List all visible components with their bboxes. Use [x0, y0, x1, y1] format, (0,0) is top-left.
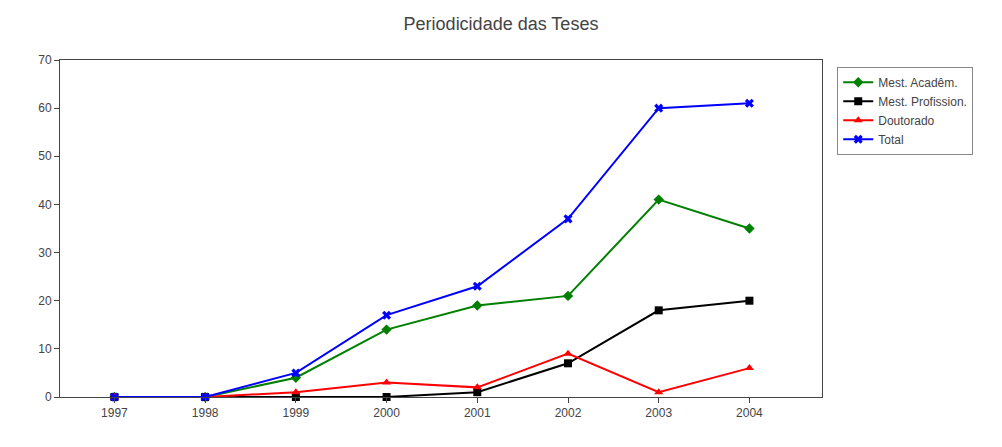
- svg-text:2001: 2001: [464, 406, 491, 420]
- svg-text:30: 30: [38, 246, 52, 260]
- svg-text:10: 10: [38, 342, 52, 356]
- svg-text:Total: Total: [878, 133, 903, 147]
- svg-text:Mest. Acadêm.: Mest. Acadêm.: [878, 76, 957, 90]
- svg-text:0: 0: [45, 390, 52, 404]
- svg-text:20: 20: [38, 294, 52, 308]
- svg-text:1999: 1999: [283, 406, 310, 420]
- svg-text:70: 70: [38, 53, 52, 67]
- svg-text:1998: 1998: [192, 406, 219, 420]
- svg-text:Periodicidade das Teses: Periodicidade das Teses: [404, 14, 599, 34]
- svg-text:2004: 2004: [736, 406, 763, 420]
- svg-text:2002: 2002: [555, 406, 582, 420]
- svg-text:2000: 2000: [373, 406, 400, 420]
- svg-text:1997: 1997: [101, 406, 128, 420]
- svg-text:Mest. Profission.: Mest. Profission.: [878, 95, 967, 109]
- svg-text:60: 60: [38, 101, 52, 115]
- svg-text:Doutorado: Doutorado: [878, 114, 934, 128]
- svg-text:50: 50: [38, 149, 52, 163]
- svg-text:40: 40: [38, 198, 52, 212]
- svg-text:2003: 2003: [645, 406, 672, 420]
